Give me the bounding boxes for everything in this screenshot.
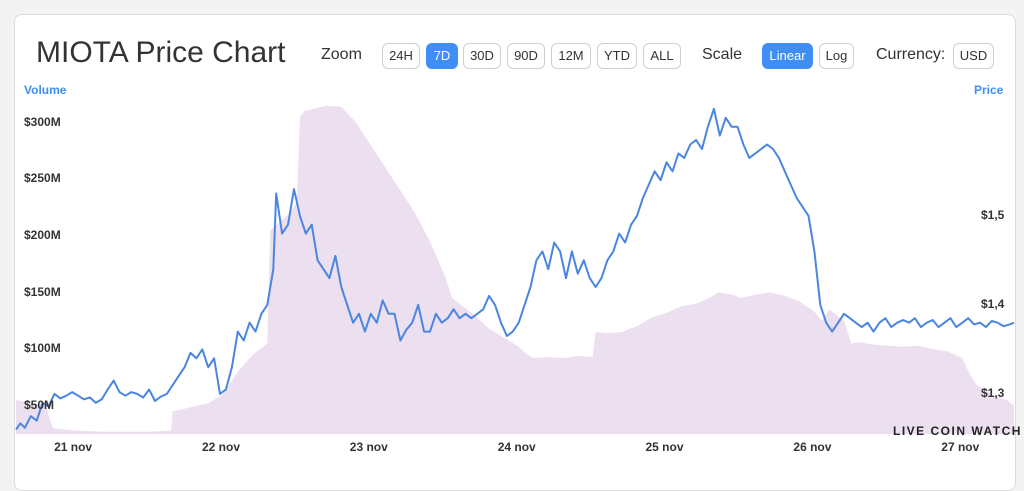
zoom-30d-button[interactable]: 30D [463, 43, 501, 69]
price-line [15, 107, 1015, 431]
volume-tick-label: $300M [24, 114, 61, 129]
volume-tick-label: $250M [24, 171, 61, 186]
date-tick-label: 27 nov [941, 440, 980, 454]
live-coin-watch-logo: LIVE COIN WATCH [893, 424, 1022, 438]
scale-log-button[interactable]: Log [819, 43, 854, 69]
date-tick-label: 24 nov [497, 440, 536, 454]
date-tick-label: 25 nov [645, 440, 684, 454]
price-layer [15, 107, 1015, 431]
price-volume-chart [15, 105, 1015, 434]
price-axis-title: Price [974, 83, 1004, 97]
price-tick-label: $1,5 [981, 207, 1005, 222]
currency-select[interactable]: USD [953, 43, 994, 69]
volume-tick-label: $150M [24, 284, 61, 299]
volume-tick-label: $200M [24, 227, 61, 242]
date-tick-label: 22 nov [202, 440, 241, 454]
zoom-90d-button[interactable]: 90D [507, 43, 545, 69]
zoom-24h-button[interactable]: 24H [382, 43, 420, 69]
scale-label: Scale [702, 46, 743, 63]
chart-title: MIOTA Price Chart [36, 36, 286, 69]
price-tick-label: $1,4 [981, 296, 1005, 311]
zoom-label: Zoom [321, 46, 362, 63]
scale-linear-button[interactable]: Linear [762, 43, 813, 69]
date-tick-label: 21 nov [54, 440, 93, 454]
volume-tick-label: $50M [24, 397, 55, 412]
date-tick-label: 26 nov [793, 440, 832, 454]
date-tick-label: 23 nov [349, 440, 388, 454]
volume-layer [16, 105, 1014, 434]
zoom-all-button[interactable]: ALL [643, 43, 681, 69]
price-tick-label: $1,3 [981, 385, 1005, 400]
volume-axis-title: Volume [24, 83, 67, 97]
volume-area [16, 105, 1014, 434]
zoom-12m-button[interactable]: 12M [551, 43, 591, 69]
zoom-7d-button[interactable]: 7D [426, 43, 458, 69]
currency-label: Currency: [876, 46, 946, 63]
zoom-ytd-button[interactable]: YTD [597, 43, 637, 69]
volume-tick-label: $100M [24, 341, 61, 356]
